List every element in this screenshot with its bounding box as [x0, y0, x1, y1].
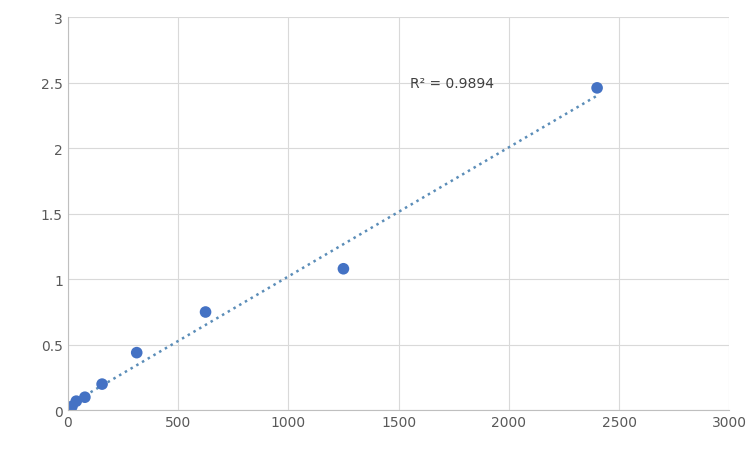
Point: [199, 309, 211, 316]
Point: [338, 266, 350, 273]
Point: [70, 398, 82, 405]
Text: R² = 0.9894: R² = 0.9894: [410, 77, 493, 91]
Point: [131, 349, 143, 356]
Point: [66, 403, 78, 410]
Point: [79, 394, 91, 401]
Point: [591, 85, 603, 92]
Point: [62, 407, 74, 414]
Point: [96, 381, 108, 388]
